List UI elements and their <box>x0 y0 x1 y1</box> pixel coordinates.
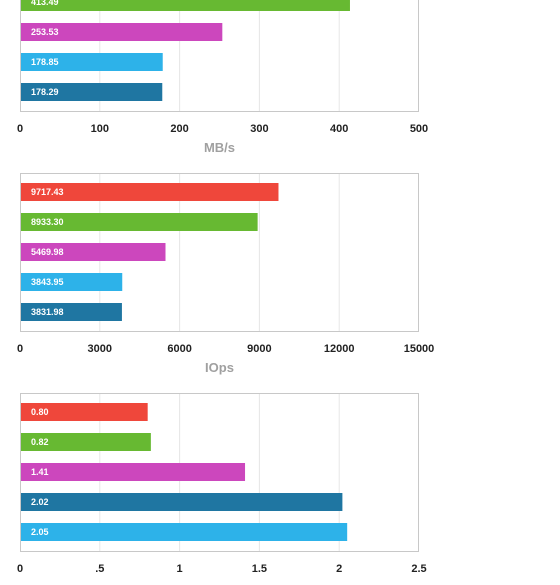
bar <box>21 493 343 511</box>
bar-value-label: 5469.98 <box>31 247 64 257</box>
x-tick-label: 1 <box>177 563 183 575</box>
bar <box>21 23 223 41</box>
x-tick-label: 1.5 <box>252 563 267 575</box>
chart-3: 0.80 0.82 1.41 2.02 2.05 0 .5 1 1.5 2 2.5 <box>17 393 427 575</box>
bar <box>21 303 122 321</box>
bar-value-label: 0.80 <box>31 407 49 417</box>
chart-2: 9717.43 8933.30 5469.98 3843.95 3831.98 0 3000… <box>17 173 434 375</box>
plot-frame <box>20 393 419 552</box>
bar-value-label: 178.29 <box>31 87 59 97</box>
x-tick-label: 3000 <box>88 343 112 355</box>
x-tick-label: 15000 <box>404 343 435 355</box>
bar <box>21 433 151 451</box>
bar-value-label: 3843.95 <box>31 277 64 287</box>
bar-value-label: 8933.30 <box>31 217 64 227</box>
bar-value-label: 1.41 <box>31 467 49 477</box>
x-tick-label: 2 <box>336 563 342 575</box>
chart-1: 413.49 253.53 178.85 178.29 0 100 200 300 400 500… <box>17 0 428 155</box>
bar-value-label: 2.05 <box>31 527 49 537</box>
bar <box>21 183 279 201</box>
x-tick-label: 12000 <box>324 343 355 355</box>
bar-value-label: 0.82 <box>31 437 49 447</box>
x-tick-label: 2.5 <box>411 563 426 575</box>
bar-value-label: 3831.98 <box>31 307 64 317</box>
bar-value-label: 2.02 <box>31 497 49 507</box>
x-axis-title: MB/s <box>204 140 235 155</box>
bar <box>21 0 350 11</box>
bar-value-label: 178.85 <box>31 57 59 67</box>
x-tick-label: 9000 <box>247 343 271 355</box>
bar-value-label: 9717.43 <box>31 187 64 197</box>
bar <box>21 53 163 71</box>
x-tick-label: 400 <box>330 123 348 135</box>
x-tick-label: .5 <box>95 563 104 575</box>
x-tick-label: 500 <box>410 123 428 135</box>
bar <box>21 403 148 421</box>
bar <box>21 243 166 261</box>
x-tick-label: 300 <box>250 123 268 135</box>
bar <box>21 463 246 481</box>
bar <box>21 273 123 291</box>
x-tick-label: 200 <box>170 123 188 135</box>
x-tick-label: 6000 <box>167 343 191 355</box>
bar <box>21 523 348 541</box>
x-tick-label: 0 <box>17 343 23 355</box>
bar <box>21 213 258 231</box>
plot-frame <box>20 0 419 112</box>
bar <box>21 83 163 101</box>
plot-frame <box>20 173 419 332</box>
x-tick-label: 100 <box>91 123 109 135</box>
x-axis-title: IOps <box>205 360 234 375</box>
bar-value-label: 253.53 <box>31 27 59 37</box>
x-tick-label: 0 <box>17 123 23 135</box>
x-tick-label: 0 <box>17 563 23 575</box>
bar-value-label: 413.49 <box>31 0 59 7</box>
